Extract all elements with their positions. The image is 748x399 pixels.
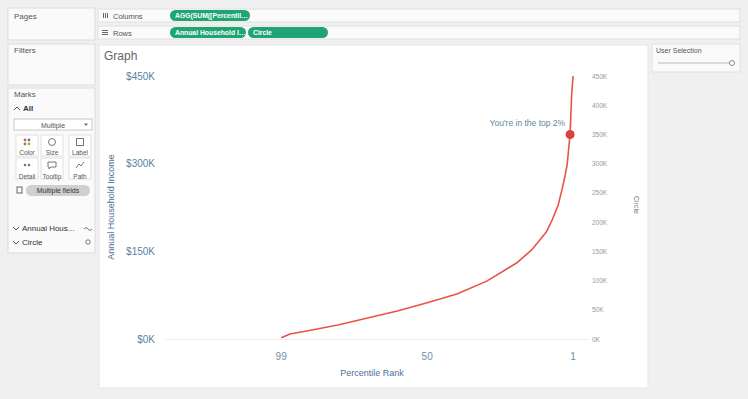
y2-tick-label: 200K xyxy=(592,219,608,226)
size-icon xyxy=(49,139,56,146)
user-marker xyxy=(566,130,575,139)
y-tick-label: $450K xyxy=(126,71,155,82)
columns-icon xyxy=(103,13,104,18)
filters-label: Filters xyxy=(14,46,36,55)
field-pill-label: Circle xyxy=(253,29,272,36)
y-axis-title: Annual Household Income xyxy=(106,154,116,260)
mark-button[interactable] xyxy=(16,135,38,156)
income-line xyxy=(281,76,573,338)
mark-type: Multiple xyxy=(41,122,65,130)
x-axis-line xyxy=(165,339,588,340)
fields-icon xyxy=(17,187,22,193)
expand-icon[interactable] xyxy=(13,227,19,230)
fields-pill-label: Multiple fields xyxy=(37,187,80,195)
y-tick-label: $0K xyxy=(137,334,155,345)
mark-button-label: Size xyxy=(46,149,59,156)
mark-button[interactable] xyxy=(16,158,38,179)
y2-tick-label: 350K xyxy=(592,131,608,138)
mark-button[interactable] xyxy=(69,158,91,179)
pages-label: Pages xyxy=(14,12,37,21)
y2-tick-label: 50K xyxy=(592,306,604,313)
dropdown-arrow xyxy=(84,124,88,127)
sheet xyxy=(99,45,648,388)
y2-tick-label: 150K xyxy=(592,248,608,255)
expand-icon[interactable] xyxy=(13,241,19,244)
y2-tick-label: 250K xyxy=(592,189,608,196)
pages-shelf xyxy=(8,8,95,40)
background xyxy=(0,0,748,399)
mark-button-label: Path xyxy=(73,173,87,180)
mark-button[interactable] xyxy=(41,135,63,156)
slider-track[interactable] xyxy=(658,63,732,64)
y2-axis-title: Circle xyxy=(633,196,640,214)
y2-tick-label: 300K xyxy=(592,160,608,167)
line-icon xyxy=(84,228,92,231)
mark-type-dropdown[interactable] xyxy=(14,119,92,130)
tableau-window: Pages Filters Marks All Multiple Color Size Lab… xyxy=(0,0,748,399)
field-pill-label: Annual Household I… xyxy=(175,29,246,36)
field-pill[interactable] xyxy=(170,27,246,38)
x-tick-label: 50 xyxy=(422,351,434,362)
y-tick-label: $300K xyxy=(126,158,155,169)
circle-icon xyxy=(86,240,90,244)
mark-layer: Circle xyxy=(22,238,43,247)
path-icon xyxy=(76,162,84,168)
detail-icon xyxy=(24,164,27,167)
fields-pill[interactable] xyxy=(26,185,90,196)
x-axis-title: Percentile Rank xyxy=(340,368,404,378)
all-layer: All xyxy=(23,104,33,113)
marks-card xyxy=(8,88,95,253)
color-icon xyxy=(28,143,31,146)
color-icon xyxy=(24,143,27,146)
field-pill[interactable] xyxy=(248,27,328,38)
y-tick-label: $150K xyxy=(126,246,155,257)
mark-button-label: Color xyxy=(19,149,35,156)
detail-icon xyxy=(28,164,31,167)
y2-tick-label: 450K xyxy=(592,73,608,80)
parameter-card xyxy=(652,44,740,72)
mark-button[interactable] xyxy=(69,135,91,156)
y2-tick-label: 0K xyxy=(592,336,601,343)
chart-title: Graph xyxy=(104,49,137,63)
color-icon xyxy=(28,139,31,142)
y2-tick-label: 400K xyxy=(592,102,608,109)
slider-knob[interactable] xyxy=(730,61,735,66)
collapse-icon[interactable] xyxy=(14,107,20,110)
field-pill-label: AGG(SUM([Percentil… xyxy=(175,12,248,20)
color-icon xyxy=(24,139,27,142)
tooltip-icon xyxy=(48,162,56,169)
annotation: You're in the top 2% xyxy=(490,118,566,128)
columns-icon xyxy=(107,13,108,18)
columns-label: Columns xyxy=(113,12,143,21)
x-tick-label: 1 xyxy=(570,351,576,362)
y2-tick-label: 100K xyxy=(592,277,608,284)
mark-button-label: Tooltip xyxy=(43,173,62,181)
rows-icon xyxy=(102,34,108,35)
rows-icon xyxy=(102,32,108,33)
label-icon xyxy=(77,139,84,146)
filters-shelf xyxy=(8,44,95,85)
marks-label: Marks xyxy=(14,90,36,99)
columns-icon xyxy=(105,13,106,18)
mark-button-label: Label xyxy=(72,149,88,156)
columns-shelf xyxy=(98,9,740,22)
rows-icon xyxy=(102,30,108,31)
parameter-label: User Selection xyxy=(656,47,702,54)
plot-area xyxy=(281,76,574,338)
mark-button-label: Detail xyxy=(19,173,36,180)
field-pill[interactable] xyxy=(170,10,250,21)
x-tick-label: 99 xyxy=(276,351,288,362)
rows-shelf xyxy=(98,26,740,39)
rows-label: Rows xyxy=(113,29,132,38)
mark-layer: Annual Hous... xyxy=(22,224,74,233)
